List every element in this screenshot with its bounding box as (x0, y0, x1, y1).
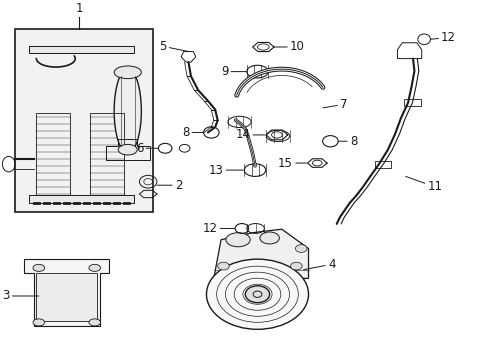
Ellipse shape (118, 144, 137, 155)
Bar (375, 161, 390, 168)
Ellipse shape (89, 319, 101, 326)
Ellipse shape (33, 319, 44, 326)
Ellipse shape (33, 264, 44, 271)
Bar (36, 273, 97, 321)
Bar (404, 99, 420, 106)
Bar (90, 113, 123, 198)
Text: 6: 6 (136, 142, 158, 155)
Polygon shape (24, 259, 109, 326)
Text: 12: 12 (429, 31, 455, 44)
Text: 8: 8 (338, 135, 356, 148)
Bar (29, 46, 133, 53)
Ellipse shape (89, 264, 101, 271)
Text: 5: 5 (159, 40, 188, 53)
Bar (15, 29, 153, 212)
Ellipse shape (217, 262, 229, 270)
Ellipse shape (114, 66, 141, 78)
Text: 13: 13 (208, 163, 243, 177)
Ellipse shape (225, 233, 250, 247)
Ellipse shape (295, 245, 306, 252)
Text: 4: 4 (303, 258, 335, 271)
Ellipse shape (260, 232, 279, 244)
Bar (29, 195, 133, 203)
Text: 12: 12 (202, 222, 234, 235)
Text: 1: 1 (75, 2, 83, 15)
Ellipse shape (114, 69, 141, 153)
Ellipse shape (206, 259, 308, 329)
Text: 3: 3 (2, 289, 39, 302)
Text: 15: 15 (278, 157, 306, 170)
Text: 8: 8 (182, 126, 203, 139)
Text: 9: 9 (221, 65, 246, 78)
Ellipse shape (290, 262, 302, 270)
Polygon shape (213, 229, 308, 278)
Text: 10: 10 (274, 40, 305, 54)
Bar (36, 113, 70, 198)
Ellipse shape (245, 286, 269, 303)
Text: 2: 2 (157, 179, 182, 192)
Text: 11: 11 (405, 176, 442, 193)
Text: 14: 14 (235, 129, 264, 141)
Text: 7: 7 (323, 98, 347, 111)
